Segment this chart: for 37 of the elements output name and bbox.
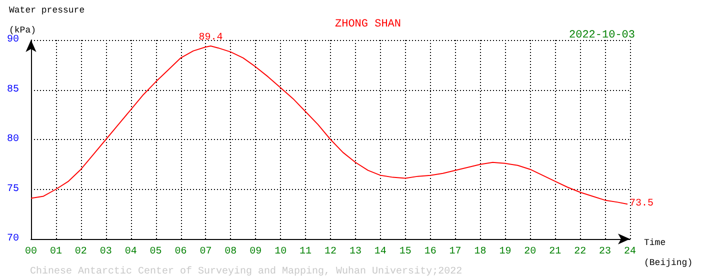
x-tick-label: 14 bbox=[374, 246, 386, 258]
x-tick-label: 03 bbox=[100, 246, 112, 258]
x-tick-label: 02 bbox=[74, 246, 87, 258]
x-tick-label: 00 bbox=[24, 246, 38, 258]
x-tick-label: 07 bbox=[200, 246, 212, 258]
x-tick-label: 10 bbox=[274, 246, 287, 258]
x-tick-label: 19 bbox=[499, 246, 512, 258]
x-tick-label: 06 bbox=[174, 246, 187, 258]
x-tick-label: 24 bbox=[624, 246, 636, 258]
x-tick-label: 13 bbox=[349, 246, 362, 258]
x-tick-label: 20 bbox=[524, 246, 536, 258]
chart-subtitle: 2022-10-03 bbox=[568, 30, 636, 42]
x-axis-title: Time (Beijing) bbox=[644, 238, 693, 268]
x-tick-label: 04 bbox=[124, 246, 137, 258]
y-tick-label: 85 bbox=[6, 84, 19, 96]
x-tick-label: 21 bbox=[549, 246, 562, 258]
x-tick-label: 17 bbox=[449, 246, 462, 258]
x-tick-label: 05 bbox=[150, 246, 162, 258]
x-tick-label: 12 bbox=[324, 246, 337, 258]
y-tick-label: 80 bbox=[6, 134, 19, 145]
x-tick-label: 18 bbox=[474, 246, 486, 258]
x-tick-label: 08 bbox=[224, 246, 237, 258]
x-tick-label: 22 bbox=[574, 246, 586, 258]
x-tick-label: 15 bbox=[399, 246, 412, 258]
y-tick-label: 75 bbox=[6, 184, 19, 195]
data-label: 73.5 bbox=[630, 198, 654, 210]
x-tick-label: 01 bbox=[50, 246, 62, 258]
chart-title: ZHONG SHAN bbox=[335, 18, 402, 30]
data-label: 89.4 bbox=[198, 32, 223, 44]
x-tick-label: 09 bbox=[250, 246, 262, 258]
line-series bbox=[30, 45, 628, 205]
y-axis-title: Water pressure (kPa) bbox=[9, 6, 85, 36]
y-tick-label: 90 bbox=[6, 34, 19, 46]
x-tick-label: 11 bbox=[300, 246, 312, 258]
y-tick-label: 70 bbox=[6, 234, 19, 244]
x-tick-label: 23 bbox=[599, 246, 612, 258]
x-tick-label: 16 bbox=[424, 246, 436, 258]
